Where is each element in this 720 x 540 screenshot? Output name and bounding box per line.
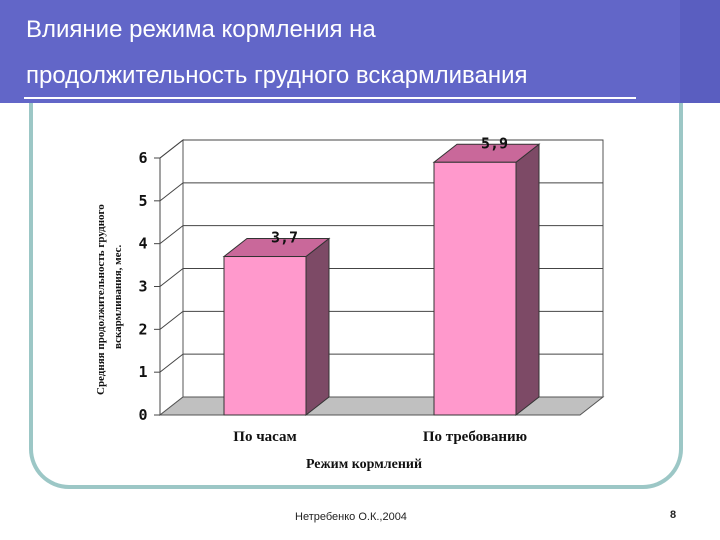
y-tick-label: 0 <box>138 406 147 424</box>
gridline-diagonal <box>159 225 184 245</box>
gridline-diagonal <box>159 139 184 159</box>
page-number: 8 <box>670 509 677 521</box>
x-axis-title: Режим кормлений <box>306 457 422 472</box>
title-bar-corner <box>680 0 720 103</box>
bar-side <box>515 143 540 417</box>
data-label: 5,9 <box>481 134 508 152</box>
bar <box>223 256 307 416</box>
chart-plot-area: 0 1 2 3 4 5 6 3,7 По часам 5,9 По требованию <box>138 134 605 445</box>
title-bar <box>0 0 720 103</box>
content-frame <box>29 103 683 489</box>
title-underline <box>24 97 636 99</box>
y-axis-title-line-2: вскармливания, мес. <box>112 244 124 349</box>
y-tick-label: 5 <box>138 192 147 210</box>
footer-source: Нетребенко О.К.,2004 <box>295 511 407 523</box>
y-axis-title-line-1: Средняя продолжительность грудного <box>95 204 107 395</box>
y-tick-label: 2 <box>138 320 147 338</box>
x-tick-label: По требованию <box>423 429 527 445</box>
gridline-diagonal <box>159 268 184 287</box>
bar <box>433 161 517 416</box>
gridline-diagonal <box>159 310 184 330</box>
slide-title-line-2: продолжительность грудного вскармливания <box>26 62 528 89</box>
gridline-diagonal <box>159 182 184 202</box>
y-tick-label: 1 <box>138 363 147 381</box>
gridline-diagonal <box>159 353 184 373</box>
data-label: 3,7 <box>271 229 298 247</box>
y-tick-label: 6 <box>138 149 147 167</box>
x-tick-label: По часам <box>233 429 296 445</box>
y-tick-label: 3 <box>138 278 147 296</box>
slide-title-line-1: Влияние режима кормления на <box>26 16 376 43</box>
y-tick-label: 4 <box>138 235 147 253</box>
bar-side <box>305 237 330 417</box>
